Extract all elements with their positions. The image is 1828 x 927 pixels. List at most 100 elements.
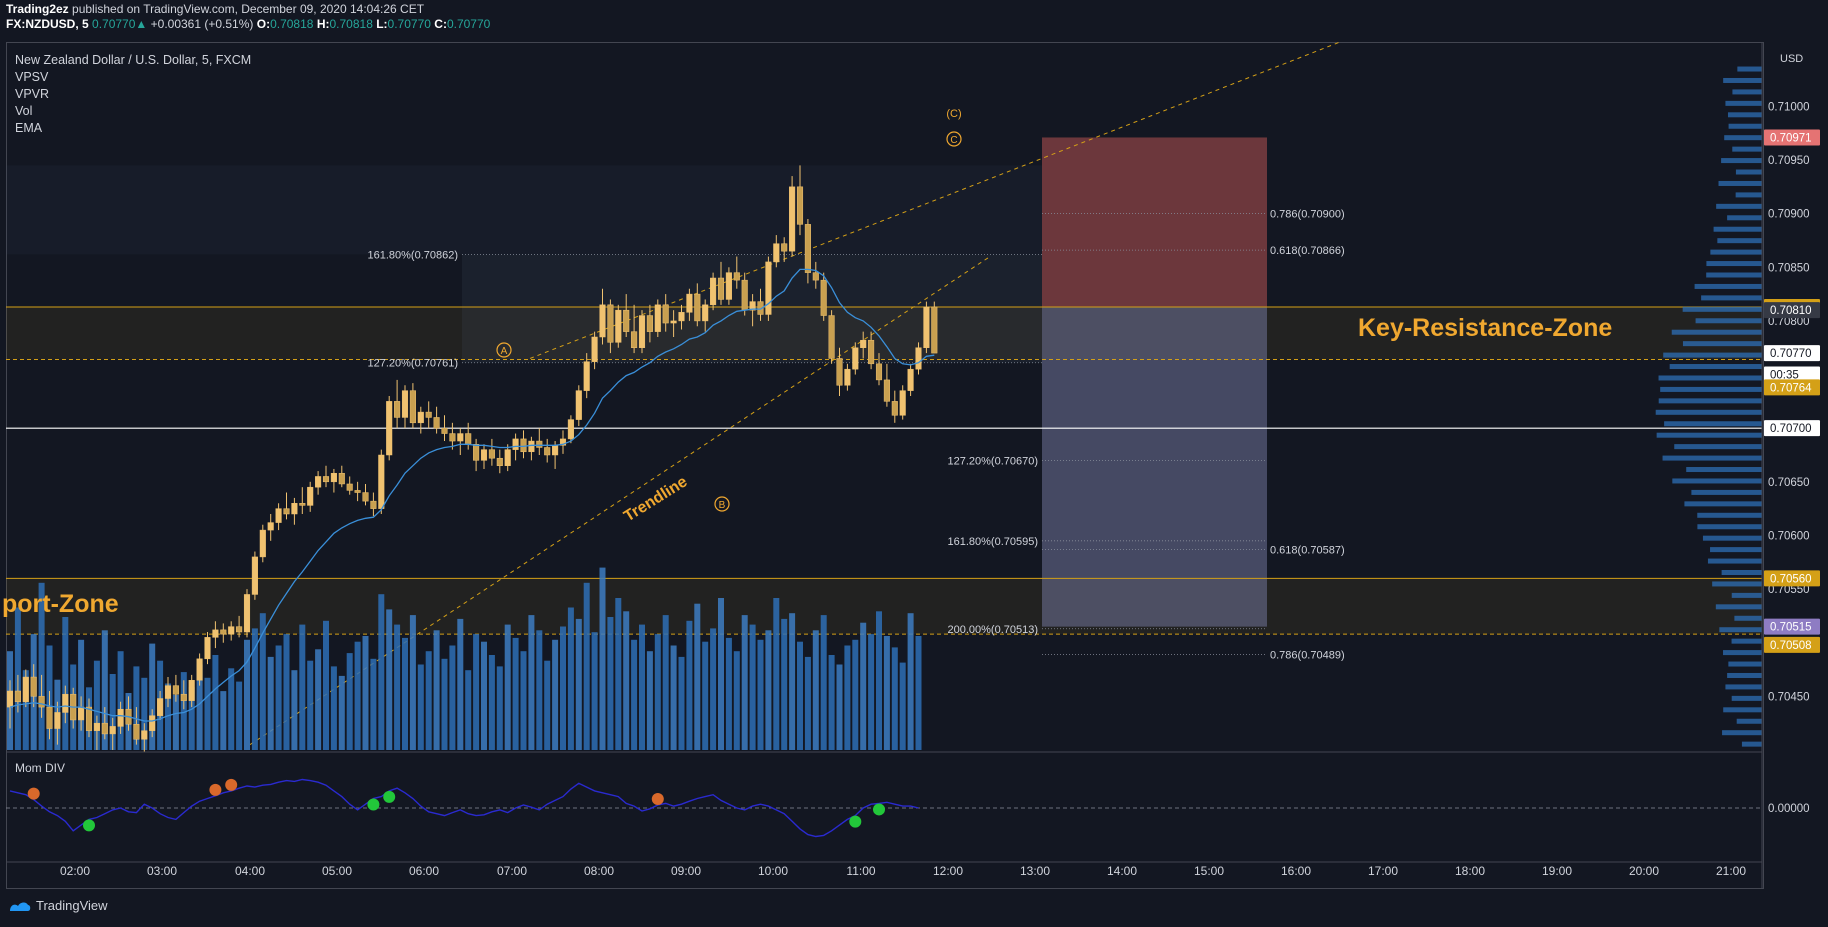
candle-body <box>607 304 614 343</box>
volume-bar <box>694 603 701 750</box>
publisher-name[interactable]: Trading2ez <box>6 2 69 16</box>
x-tick-label: 21:00 <box>1716 864 1746 878</box>
candle-body <box>433 417 440 429</box>
legend-title[interactable]: New Zealand Dollar / U.S. Dollar, 5, FXC… <box>15 53 252 67</box>
volume-profile-bar <box>1697 512 1762 518</box>
volume-profile-bar <box>1710 249 1762 255</box>
volume-profile-bar <box>1706 261 1762 267</box>
volume-profile-bar <box>1658 398 1762 404</box>
volume-bar <box>615 598 622 750</box>
x-tick-label: 03:00 <box>147 864 177 878</box>
high-value: 0.70818 <box>329 17 373 31</box>
volume-bar <box>623 611 630 750</box>
candle-body <box>354 490 361 493</box>
candle-body <box>196 658 203 681</box>
volume-profile-bar <box>1695 318 1762 324</box>
y-tick-label: 0.70850 <box>1768 262 1810 274</box>
volume-profile-bar <box>1724 135 1762 141</box>
footer-brand[interactable]: TradingView <box>8 898 108 913</box>
candle-body <box>275 508 282 523</box>
volume-bar <box>876 611 882 750</box>
x-tick-label: 14:00 <box>1107 864 1137 878</box>
volume-bar <box>591 632 598 750</box>
candle-body <box>520 438 527 453</box>
volume-bar <box>346 653 353 750</box>
chart-frame[interactable] <box>6 42 1764 889</box>
candle-body <box>425 411 432 418</box>
candle-body <box>749 301 756 311</box>
candle-body <box>157 698 164 716</box>
price-tag-bg <box>1764 345 1820 362</box>
candle-body <box>62 693 69 713</box>
wave-label-wave_b: B <box>719 500 726 511</box>
candle-body <box>449 433 456 442</box>
candle-body <box>259 529 266 558</box>
fib-level-label: 0.618(0.70866) <box>1270 245 1345 257</box>
legend-indicator-ema[interactable]: EMA <box>15 121 43 135</box>
x-tick-label: 16:00 <box>1281 864 1311 878</box>
fib-level-label: 0.786(0.70489) <box>1270 650 1345 662</box>
volume-bar <box>275 645 282 750</box>
price-tag-bg <box>1764 570 1820 587</box>
candle-body <box>188 680 195 701</box>
candle-body <box>330 472 337 483</box>
x-tick-label: 09:00 <box>671 864 701 878</box>
x-tick-label: 08:00 <box>584 864 614 878</box>
volume-bar <box>583 582 590 750</box>
candle-body <box>109 726 116 735</box>
candle-body <box>133 724 140 740</box>
legend-indicator-vol[interactable]: Vol <box>15 104 33 118</box>
y-tick-label: 0.70650 <box>1768 477 1810 489</box>
candle-body <box>172 685 179 695</box>
volume-profile-bar <box>1731 695 1762 701</box>
volume-bar <box>473 634 480 750</box>
candle-body <box>552 445 559 456</box>
candle-body <box>315 476 322 488</box>
volume-bar <box>560 626 566 750</box>
candle-body <box>30 676 37 697</box>
volume-bar <box>781 618 788 750</box>
candle-body <box>38 696 45 708</box>
candle-body <box>789 186 796 252</box>
mom-div-line <box>9 778 919 838</box>
candle-body <box>101 722 108 735</box>
divergence-dot <box>849 815 862 828</box>
candle-body <box>891 401 898 416</box>
candle-body <box>93 722 100 731</box>
candle-body <box>836 358 843 386</box>
volume-bar <box>686 620 693 750</box>
published-text: published on TradingView.com, December 0… <box>72 2 425 16</box>
volume-profile-bar <box>1716 203 1762 209</box>
volume-profile-bar <box>1722 730 1762 736</box>
volume-profile-bar <box>1706 272 1762 278</box>
volume-bar <box>204 677 211 750</box>
candle-body <box>283 508 290 515</box>
volume-profile-bar <box>1725 100 1762 106</box>
price-tag-bg <box>1764 420 1820 437</box>
candle-body <box>480 449 488 461</box>
volume-bar <box>362 636 369 750</box>
candle-body <box>299 503 306 506</box>
x-tick-label: 07:00 <box>497 864 527 878</box>
volume-bar <box>575 618 582 750</box>
take-profit-box <box>1042 306 1267 627</box>
y-tick-label: 0.70450 <box>1768 691 1810 703</box>
ohlc-line: FX:NZDUSD, 5 0.70770▲ +0.00361 (+0.51%) … <box>6 17 490 32</box>
legend-indicator-vpvr[interactable]: VPVR <box>15 87 50 101</box>
candle-body <box>228 626 235 635</box>
volume-bar <box>544 660 551 750</box>
volume-bar <box>488 655 495 750</box>
volume-bar <box>212 655 219 750</box>
volume-profile-bar <box>1656 432 1762 438</box>
volume-profile-bar <box>1702 535 1762 541</box>
candle-body <box>544 447 551 456</box>
legend-indicator-vpsv[interactable]: VPSV <box>15 70 49 84</box>
change-arrow-icon: ▲ <box>135 17 148 31</box>
volume-bar <box>449 645 456 750</box>
price-tag-label: 0.70764 <box>1770 382 1812 394</box>
volume-profile-bar <box>1664 421 1762 427</box>
x-tick-label: 18:00 <box>1455 864 1485 878</box>
price-tag-label: 0.70770 <box>1770 348 1812 360</box>
divergence-dot <box>225 778 238 791</box>
